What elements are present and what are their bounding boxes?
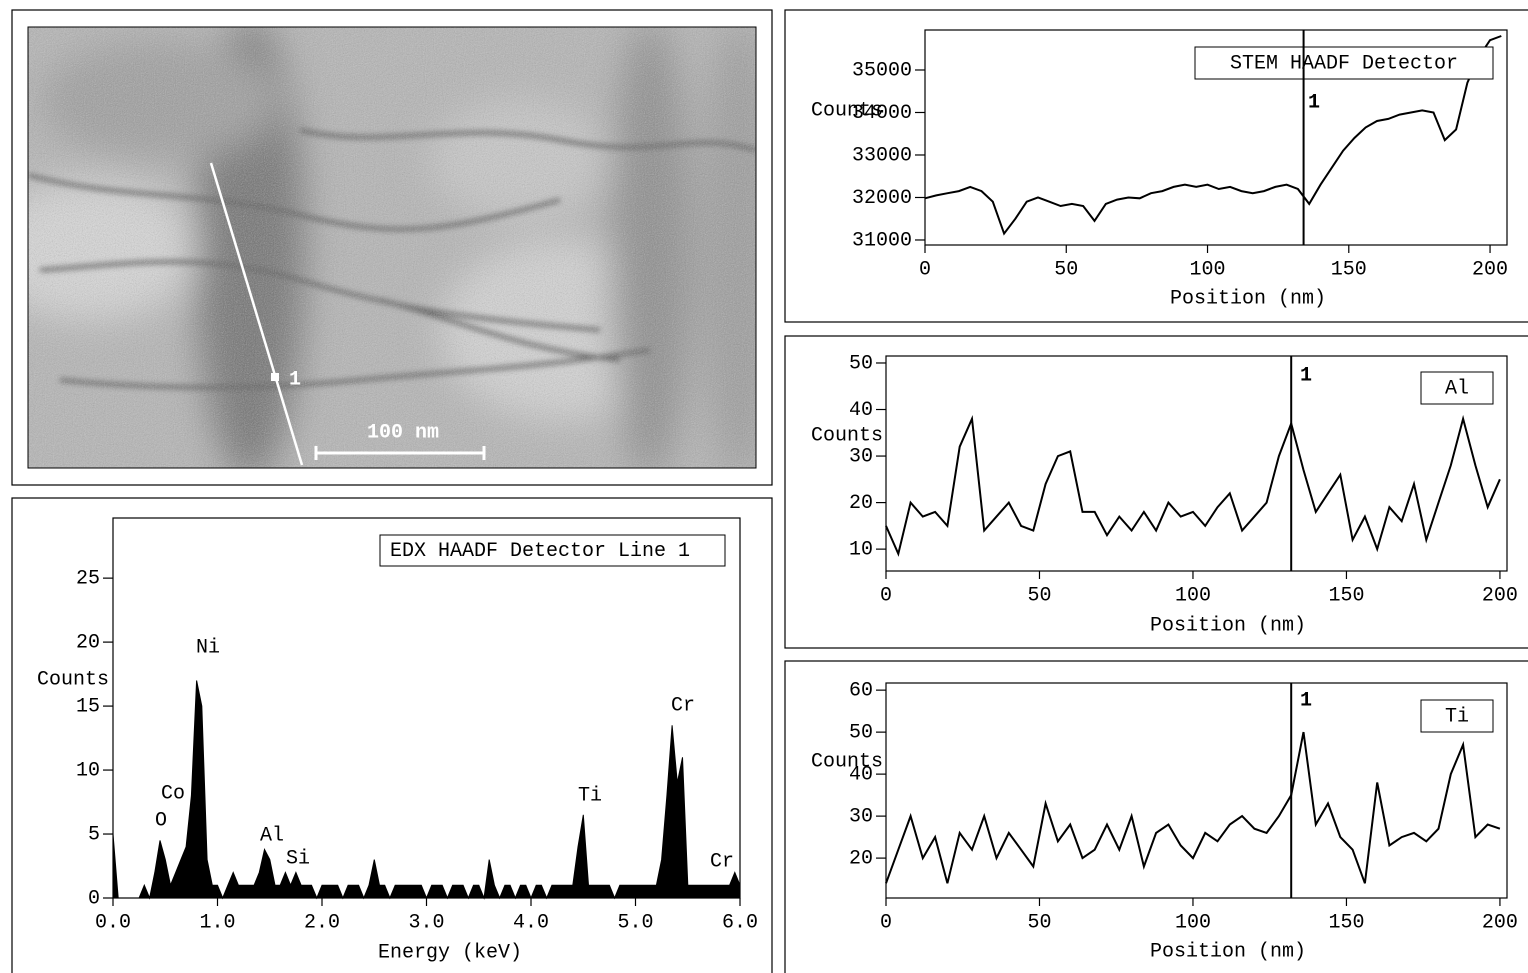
y-tick-label: 50 bbox=[849, 721, 873, 744]
y-tick-label: 31000 bbox=[852, 229, 912, 252]
peak-label: Ni bbox=[196, 636, 220, 659]
y-tick-label: 40 bbox=[849, 399, 873, 422]
y-tick-label: 20 bbox=[849, 847, 873, 870]
x-tick-label: 50 bbox=[1027, 911, 1051, 934]
ti-panel bbox=[784, 660, 1528, 973]
legend-label: STEM HAADF Detector bbox=[1230, 52, 1458, 75]
legend-box bbox=[1194, 46, 1494, 80]
edx-panel bbox=[11, 497, 773, 973]
x-axis-label: Position (nm) bbox=[1170, 287, 1326, 310]
x-tick-label: 5.0 bbox=[617, 911, 653, 934]
plot-area bbox=[885, 355, 1508, 572]
cursor-label: 1 bbox=[1300, 364, 1312, 387]
x-tick-label: 150 bbox=[1328, 911, 1364, 934]
plot-area bbox=[924, 29, 1508, 246]
x-tick-label: 100 bbox=[1175, 911, 1211, 934]
x-tick-label: 0.0 bbox=[95, 911, 131, 934]
legend-label: Al bbox=[1445, 377, 1469, 400]
marker-label: 1 bbox=[289, 368, 301, 391]
y-tick-label: 50 bbox=[849, 352, 873, 375]
y-axis-label: Counts bbox=[811, 424, 883, 447]
y-tick-label: 0 bbox=[88, 887, 100, 910]
plot-area bbox=[885, 682, 1508, 899]
profile-line bbox=[885, 414, 1501, 557]
x-tick-label: 150 bbox=[1328, 584, 1364, 607]
al-panel bbox=[784, 335, 1528, 649]
cursor-label: 1 bbox=[1300, 689, 1312, 712]
image-border bbox=[27, 26, 757, 469]
peak-label: Cr bbox=[671, 694, 695, 717]
y-tick-label: 35000 bbox=[852, 59, 912, 82]
micrograph bbox=[28, 27, 756, 468]
profile-line bbox=[885, 731, 1501, 884]
x-tick-label: 0 bbox=[880, 584, 892, 607]
y-tick-label: 30 bbox=[849, 805, 873, 828]
legend-box bbox=[379, 534, 726, 567]
x-tick-label: 0 bbox=[919, 258, 931, 281]
peak-label: Al bbox=[260, 824, 284, 847]
y-tick-label: 10 bbox=[76, 759, 100, 782]
y-axis-label: Counts bbox=[811, 750, 883, 773]
x-tick-label: 4.0 bbox=[513, 911, 549, 934]
peak-label: Cr bbox=[710, 850, 734, 873]
x-axis-label: Position (nm) bbox=[1150, 940, 1306, 963]
x-tick-label: 150 bbox=[1331, 258, 1367, 281]
y-tick-label: 20 bbox=[76, 631, 100, 654]
y-tick-label: 34000 bbox=[852, 102, 912, 125]
y-tick-label: 20 bbox=[849, 492, 873, 515]
y-tick-label: 33000 bbox=[852, 144, 912, 167]
y-tick-label: 10 bbox=[849, 538, 873, 561]
legend-label: EDX HAADF Detector Line 1 bbox=[390, 540, 690, 563]
x-axis-label: Position (nm) bbox=[1150, 614, 1306, 637]
x-tick-label: 1.0 bbox=[199, 911, 235, 934]
y-tick-label: 32000 bbox=[852, 187, 912, 210]
y-tick-label: 5 bbox=[88, 823, 100, 846]
y-tick-label: 15 bbox=[76, 695, 100, 718]
x-tick-label: 3.0 bbox=[408, 911, 444, 934]
x-tick-label: 50 bbox=[1027, 584, 1051, 607]
x-tick-label: 50 bbox=[1054, 258, 1078, 281]
x-tick-label: 200 bbox=[1482, 911, 1518, 934]
y-tick-label: 40 bbox=[849, 763, 873, 786]
profile-line bbox=[924, 35, 1502, 236]
y-tick-label: 25 bbox=[76, 567, 100, 590]
legend-box bbox=[1420, 371, 1494, 405]
y-axis-label: Counts bbox=[811, 99, 883, 122]
y-axis-label: Counts bbox=[37, 668, 109, 691]
peak-label: Si bbox=[286, 847, 310, 870]
cursor-label: 1 bbox=[1308, 91, 1320, 114]
peak-label: Ti bbox=[578, 784, 602, 807]
y-tick-label: 60 bbox=[849, 679, 873, 702]
x-tick-label: 2.0 bbox=[304, 911, 340, 934]
x-tick-label: 6.0 bbox=[722, 911, 758, 934]
peak-label: Co bbox=[161, 782, 185, 805]
x-tick-label: 100 bbox=[1175, 584, 1211, 607]
x-tick-label: 0 bbox=[880, 911, 892, 934]
x-tick-label: 100 bbox=[1190, 258, 1226, 281]
x-axis-label: Energy (keV) bbox=[378, 941, 522, 964]
legend-label: Ti bbox=[1445, 705, 1469, 728]
line-scan bbox=[209, 162, 304, 466]
x-tick-label: 200 bbox=[1482, 584, 1518, 607]
peak-label: O bbox=[155, 809, 167, 832]
marker bbox=[271, 373, 279, 381]
y-tick-label: 30 bbox=[849, 445, 873, 468]
spectrum bbox=[112, 680, 741, 900]
x-tick-label: 200 bbox=[1472, 258, 1508, 281]
scale-bar-label: 100 nm bbox=[367, 421, 439, 444]
legend-box bbox=[1420, 699, 1494, 733]
